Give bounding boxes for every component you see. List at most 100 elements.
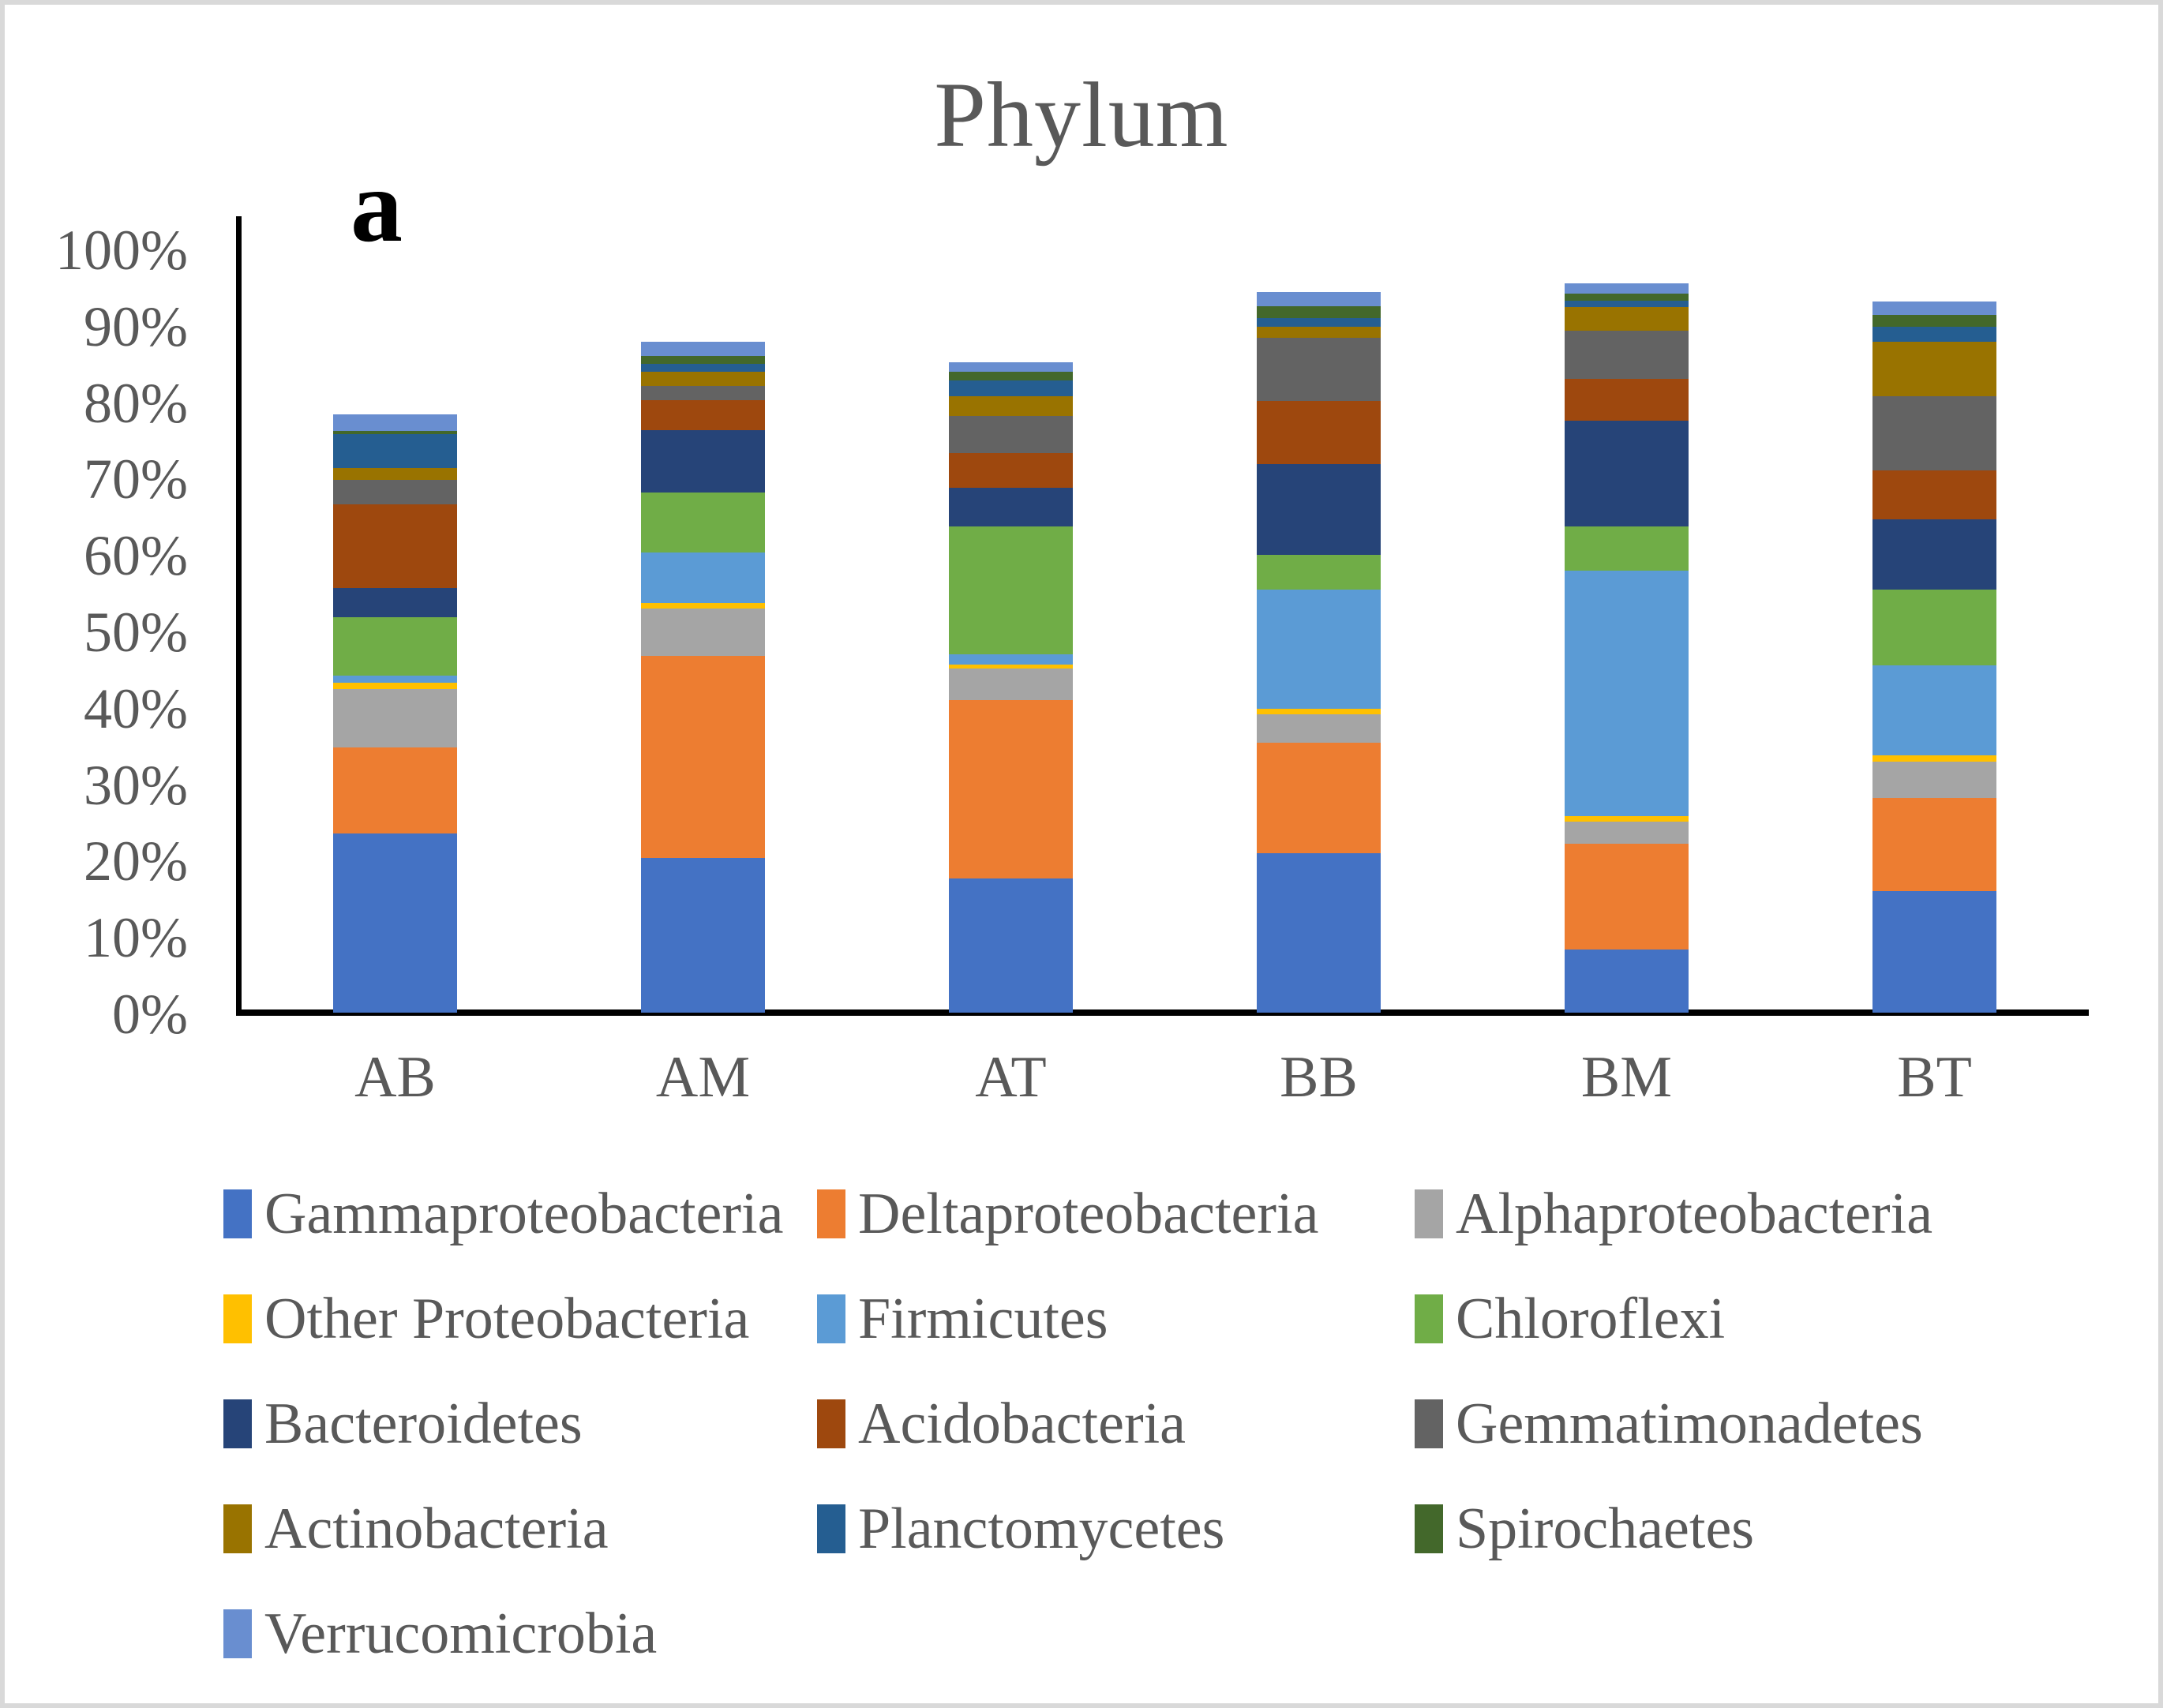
legend-swatch-icon: [817, 1189, 845, 1238]
bar-segment-AT-firmicutes: [949, 654, 1073, 665]
bar-segment-BB-firmicutes: [1257, 589, 1381, 709]
legend-label: Gemmatimonadetes: [1456, 1391, 1923, 1456]
bar-segment-BB-chloroflexi: [1257, 555, 1381, 590]
y-axis-line: [236, 216, 242, 1016]
y-tick-label-100: 100%: [55, 219, 188, 282]
x-label-AT: AT: [975, 1045, 1047, 1110]
bar-segment-BT-verrucomicrobia: [1872, 301, 1996, 316]
legend-label: Bacteroidetes: [264, 1391, 583, 1456]
bar-segment-BT-alphaproteobacteria: [1872, 761, 1996, 798]
bar-segment-AT-deltaproteobacteria: [949, 700, 1073, 878]
bar-segment-AM-spirochaetes: [641, 355, 765, 365]
legend-label: Gammaproteobacteria: [264, 1182, 784, 1246]
bar-segment-AT-bacteroidetes: [949, 487, 1073, 527]
y-tick-label-40: 40%: [84, 676, 188, 740]
bar-segment-AT-planctomycetes: [949, 380, 1073, 396]
bar-segment-BM-firmicutes: [1565, 570, 1689, 817]
bar-segment-BT-chloroflexi: [1872, 589, 1996, 665]
legend-label: Chloroflexi: [1456, 1287, 1726, 1351]
bar-segment-AB-gammaproteobacteria: [333, 833, 457, 1013]
bar-segment-BB-bacteroidetes: [1257, 463, 1381, 556]
bar-segment-BM-gemmatimonadetes: [1565, 330, 1689, 379]
bar-segment-AB-acidobacteria: [333, 504, 457, 588]
legend-label: Alphaproteobacteria: [1456, 1182, 1933, 1246]
bar-segment-AM-other-proteobacteria: [641, 603, 765, 609]
y-tick-label-90: 90%: [84, 294, 188, 358]
legend-label: Firmicutes: [858, 1287, 1108, 1351]
x-label-BT: BT: [1897, 1045, 1972, 1110]
x-label-BB: BB: [1280, 1045, 1358, 1110]
bar-segment-BT-spirochaetes: [1872, 315, 1996, 327]
bar-segment-BM-actinobacteria: [1565, 306, 1689, 331]
legend-swatch-icon: [223, 1399, 252, 1448]
bar-segment-AT-other-proteobacteria: [949, 664, 1073, 669]
legend-swatch-icon: [223, 1189, 252, 1238]
bar-segment-BM-planctomycetes: [1565, 300, 1689, 307]
bar-segment-AM-deltaproteobacteria: [641, 655, 765, 859]
bar-segment-AT-alphaproteobacteria: [949, 669, 1073, 701]
bar-segment-AM-firmicutes: [641, 552, 765, 604]
panel-label-a: a: [351, 148, 403, 264]
legend-label: Acidobacteria: [858, 1391, 1186, 1456]
y-tick-label-60: 60%: [84, 524, 188, 588]
bar-segment-AT-spirochaetes: [949, 371, 1073, 381]
bar-segment-BM-alphaproteobacteria: [1565, 822, 1689, 845]
bar-segment-BM-deltaproteobacteria: [1565, 844, 1689, 950]
bar-segment-AT-verrucomicrobia: [949, 362, 1073, 372]
bar-segment-AM-gammaproteobacteria: [641, 858, 765, 1013]
bar-segment-AB-verrucomicrobia: [333, 414, 457, 432]
legend-label: Planctomycetes: [858, 1496, 1225, 1561]
legend-swatch-icon: [223, 1504, 252, 1553]
legend-label: Other Proteobacteria: [264, 1287, 750, 1351]
legend-swatch-icon: [1415, 1294, 1443, 1343]
bar-segment-BM-gammaproteobacteria: [1565, 949, 1689, 1013]
x-label-AM: AM: [655, 1045, 751, 1110]
bar-segment-AB-alphaproteobacteria: [333, 688, 457, 748]
bar-segment-AT-gammaproteobacteria: [949, 878, 1073, 1013]
y-tick-label-0: 0%: [112, 983, 188, 1046]
bar-segment-AM-verrucomicrobia: [641, 342, 765, 356]
bar-segment-AM-acidobacteria: [641, 399, 765, 431]
bar-segment-BB-acidobacteria: [1257, 400, 1381, 464]
legend-label: Verrucomicrobia: [264, 1601, 658, 1666]
bar-segment-BB-spirochaetes: [1257, 305, 1381, 319]
y-tick-label-20: 20%: [84, 830, 188, 893]
bar-segment-AB-deltaproteobacteria: [333, 747, 457, 834]
legend-label: Deltaproteobacteria: [858, 1182, 1319, 1246]
legend-swatch-icon: [1415, 1189, 1443, 1238]
chart-title: Phylum: [934, 63, 1229, 167]
legend-label: Actinobacteria: [264, 1496, 609, 1561]
y-tick-label-30: 30%: [84, 753, 188, 817]
bar-segment-BB-other-proteobacteria: [1257, 708, 1381, 715]
bar-segment-BM-other-proteobacteria: [1565, 816, 1689, 822]
bar-segment-AB-bacteroidetes: [333, 587, 457, 617]
bar-segment-AB-firmicutes: [333, 676, 457, 683]
x-label-BM: BM: [1580, 1045, 1673, 1110]
bar-segment-BB-deltaproteobacteria: [1257, 743, 1381, 853]
bar-segment-AM-chloroflexi: [641, 492, 765, 553]
bar-segment-AT-chloroflexi: [949, 526, 1073, 654]
legend-swatch-icon: [817, 1504, 845, 1553]
bar-segment-AB-planctomycetes: [333, 434, 457, 468]
x-label-AB: AB: [354, 1045, 436, 1110]
bar-segment-BT-actinobacteria: [1872, 342, 1996, 396]
bar-segment-AB-actinobacteria: [333, 467, 457, 481]
bar-segment-BB-verrucomicrobia: [1257, 292, 1381, 306]
bar-segment-AT-gemmatimonadetes: [949, 415, 1073, 454]
bar-segment-AB-chloroflexi: [333, 616, 457, 676]
bar-segment-BT-deltaproteobacteria: [1872, 797, 1996, 892]
bar-segment-BT-gammaproteobacteria: [1872, 891, 1996, 1013]
legend-swatch-icon: [1415, 1399, 1443, 1448]
bar-segment-BB-actinobacteria: [1257, 326, 1381, 339]
bar-segment-BT-bacteroidetes: [1872, 519, 1996, 590]
bar-segment-BB-gemmatimonadetes: [1257, 338, 1381, 401]
y-tick-label-10: 10%: [84, 906, 188, 970]
legend-swatch-icon: [223, 1294, 252, 1343]
bar-segment-AT-actinobacteria: [949, 395, 1073, 416]
bar-segment-AM-actinobacteria: [641, 371, 765, 387]
bar-segment-AM-gemmatimonadetes: [641, 386, 765, 400]
legend-label: Spirochaetes: [1456, 1496, 1755, 1561]
legend-swatch-icon: [1415, 1504, 1443, 1553]
bar-segment-BT-gemmatimonadetes: [1872, 395, 1996, 470]
